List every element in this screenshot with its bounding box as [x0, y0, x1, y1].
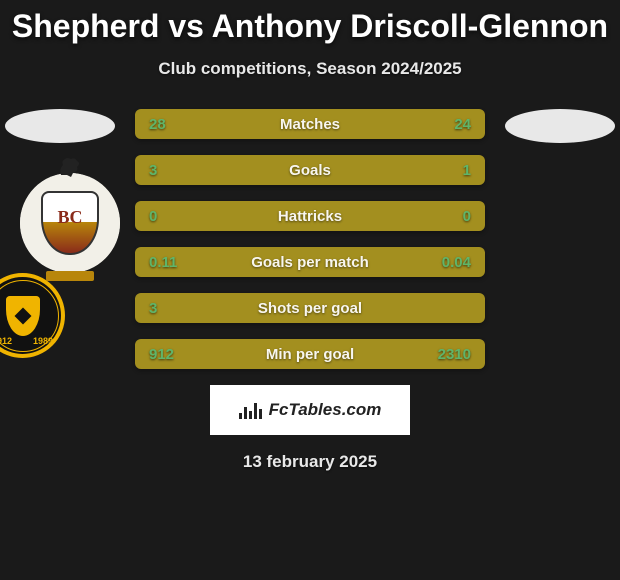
stat-row: 3Goals1	[135, 155, 485, 185]
player-name-badge-left	[5, 109, 115, 143]
badge-right-year-right: 1989	[33, 336, 53, 346]
player-name-badge-right	[505, 109, 615, 143]
stat-row: 28Matches24	[135, 109, 485, 139]
stat-row: 0.11Goals per match0.04	[135, 247, 485, 277]
comparison-content: BC 1912 1989 28Matches243Goals10Hattrick…	[0, 109, 620, 294]
fctables-watermark: FcTables.com	[210, 385, 410, 435]
stats-table: 28Matches24 3Goals1 0Hattricks0 0.11Goals p…	[135, 109, 485, 385]
stat-value-right: 0	[463, 208, 471, 225]
club-badge-right: 1912 1989	[0, 273, 65, 358]
club-badge-left: BC	[20, 173, 120, 273]
date-label: 13 february 2025	[0, 452, 620, 472]
shield-icon	[6, 296, 40, 336]
rooster-icon	[57, 155, 83, 177]
stat-label: Hattricks	[135, 208, 485, 225]
stat-row: 912Min per goal2310	[135, 339, 485, 369]
subtitle: Club competitions, Season 2024/2025	[0, 59, 620, 79]
stat-label: Shots per goal	[135, 300, 485, 317]
stat-label: Goals per match	[135, 254, 485, 271]
badge-left-text: BC	[57, 207, 82, 228]
bar-chart-icon	[239, 401, 263, 419]
badge-right-year-left: 1912	[0, 336, 12, 346]
ribbon-icon	[46, 271, 94, 281]
stat-row: 0Hattricks0	[135, 201, 485, 231]
shield-icon: BC	[41, 191, 99, 255]
stat-value-right: 1	[463, 162, 471, 179]
stat-value-right: 2310	[438, 346, 471, 363]
stat-row: 3Shots per goal	[135, 293, 485, 323]
stat-value-right: 24	[454, 116, 471, 133]
stat-label: Min per goal	[135, 346, 485, 363]
stat-label: Matches	[135, 116, 485, 133]
page-title: Shepherd vs Anthony Driscoll-Glennon	[0, 0, 620, 45]
fctables-label: FcTables.com	[269, 400, 382, 420]
stat-value-right: 0.04	[442, 254, 471, 271]
stat-label: Goals	[135, 162, 485, 179]
